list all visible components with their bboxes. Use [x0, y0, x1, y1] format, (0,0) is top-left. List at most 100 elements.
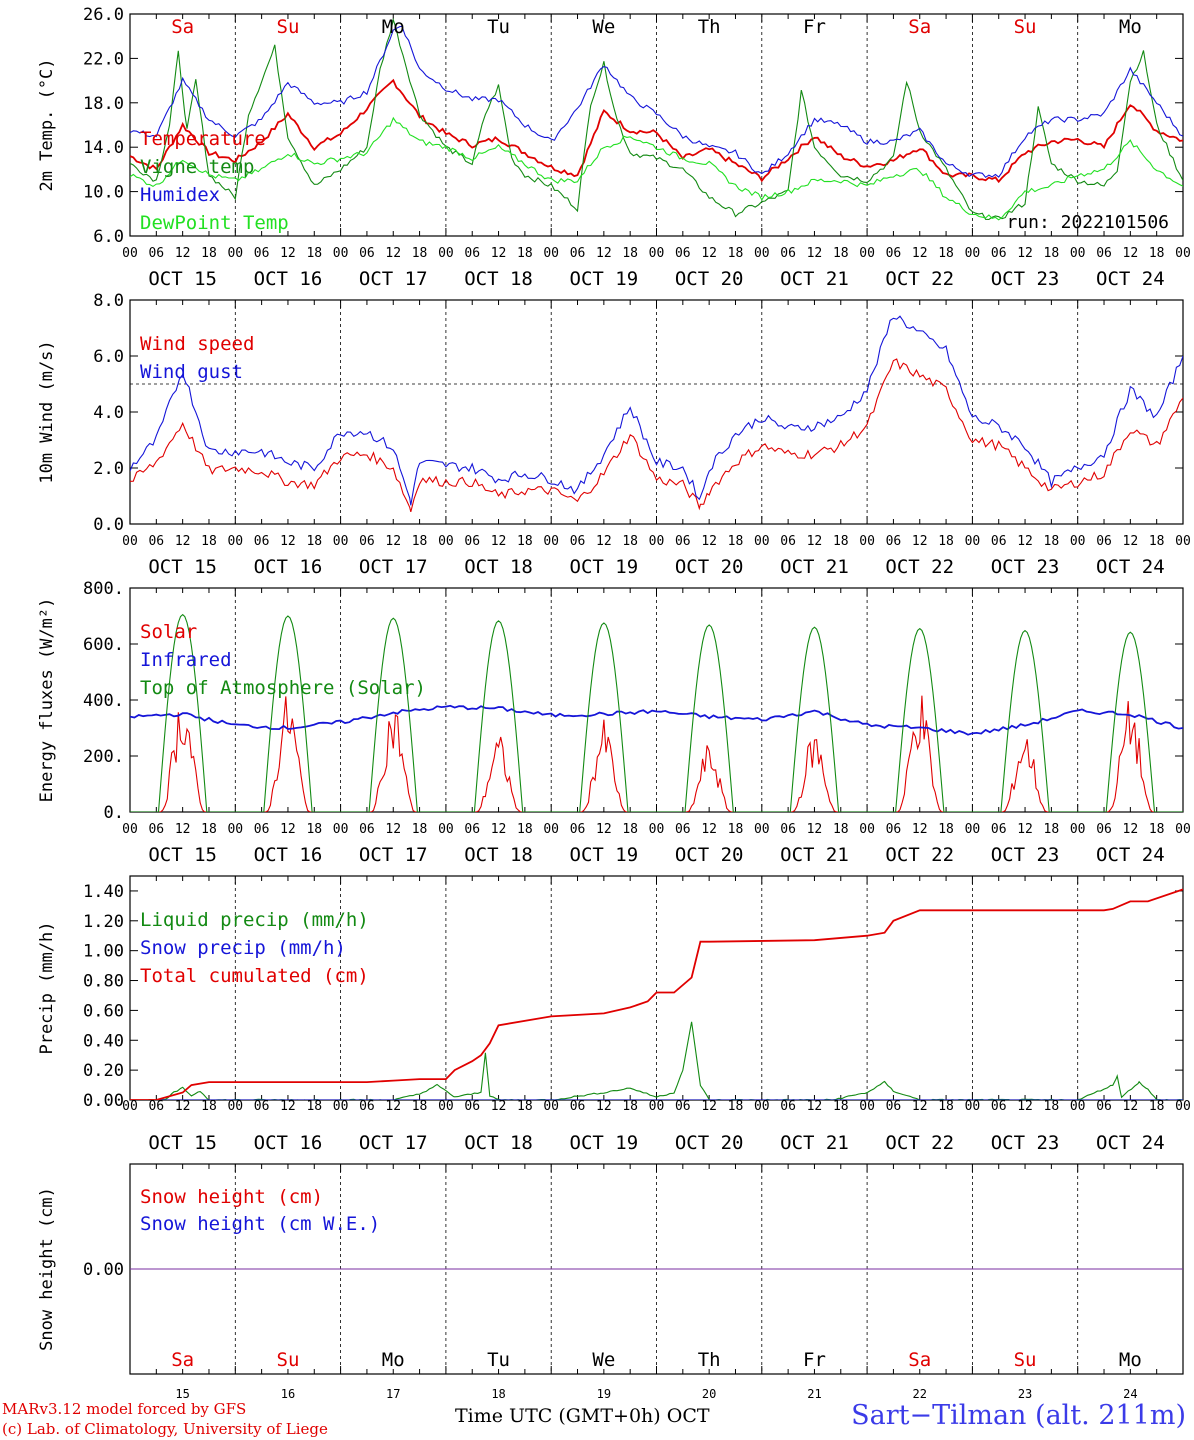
hour-label: 00	[333, 246, 349, 261]
date-label: OCT 20	[675, 556, 744, 578]
hour-label: 18	[1044, 534, 1060, 549]
date-label: OCT 22	[885, 268, 954, 290]
hour-label: 00	[754, 246, 770, 261]
hour-label: 18	[517, 822, 533, 837]
date-label: OCT 17	[359, 268, 428, 290]
y-tick-label: 0.0	[93, 515, 124, 535]
hour-label: 00	[543, 822, 559, 837]
y-tick-label: 2.0	[93, 459, 124, 479]
hour-label: 00	[122, 246, 138, 261]
hour-label: 12	[280, 822, 296, 837]
weekday-label: Fr	[803, 1349, 826, 1371]
hour-label: 18	[938, 822, 954, 837]
hour-label: 00	[1175, 822, 1191, 837]
hour-label: 06	[570, 822, 586, 837]
date-label: OCT 24	[1096, 556, 1165, 578]
hour-label: 00	[543, 1099, 559, 1114]
legend-entry: Snow height (cm)	[140, 1186, 323, 1208]
hour-label: 00	[227, 822, 243, 837]
date-label: OCT 15	[148, 1132, 217, 1154]
hour-label: 00	[438, 822, 454, 837]
y-tick-label: 14.0	[83, 138, 124, 158]
date-label: OCT 23	[991, 268, 1060, 290]
legend-entry: Infrared	[140, 649, 232, 671]
hour-label: 06	[1096, 1099, 1112, 1114]
hour-label: 06	[464, 534, 480, 549]
date-label: OCT 16	[254, 1132, 323, 1154]
weekday-label: Fr	[803, 16, 826, 38]
hour-label: 00	[859, 246, 875, 261]
hour-label: 18	[938, 246, 954, 261]
y-tick-label: 26.0	[83, 5, 124, 25]
hour-label: 12	[807, 822, 823, 837]
hour-label: 12	[491, 1099, 507, 1114]
hour-label: 18	[412, 822, 428, 837]
date-label: OCT 21	[780, 1132, 849, 1154]
hour-label: 06	[991, 534, 1007, 549]
hour-label: 12	[912, 1099, 928, 1114]
weekday-label: Sa	[171, 1349, 194, 1371]
legend-entry: DewPoint Temp	[140, 212, 289, 234]
series-line-liquid-precip-mm-h-	[130, 1021, 1183, 1100]
hour-label: 12	[491, 534, 507, 549]
hour-label: 12	[280, 246, 296, 261]
hour-label: 18	[201, 1099, 217, 1114]
model-credit: MARv3.12 model forced by GFS	[2, 1400, 247, 1418]
hour-label: 00	[122, 1099, 138, 1114]
date-label: OCT 21	[780, 844, 849, 866]
hour-label: 18	[201, 246, 217, 261]
hour-label: 06	[780, 1099, 796, 1114]
time-axis-title: Time UTC (GMT+0h)	[455, 1405, 661, 1427]
hour-label: 12	[912, 822, 928, 837]
legend-entry: Snow precip (mm/h)	[140, 937, 346, 959]
hour-label: 00	[333, 534, 349, 549]
y-axis-label: Snow height (cm)	[37, 1187, 57, 1351]
hour-label: 12	[1123, 1099, 1139, 1114]
y-tick-label: 0.20	[83, 1061, 124, 1081]
panel-precip: 0.00 0.20 0.40 0.60 0.80 1.00 1.20 1.40 Precip (…	[37, 875, 1191, 1154]
weekday-label: Su	[277, 1349, 300, 1371]
hour-label: 06	[254, 1099, 270, 1114]
hour-label: 06	[464, 1099, 480, 1114]
y-tick-label: 1.00	[83, 942, 124, 962]
hour-label: 06	[359, 822, 375, 837]
hour-label: 00	[227, 534, 243, 549]
hour-label: 06	[780, 534, 796, 549]
hour-label: 06	[886, 534, 902, 549]
month-label: OCT	[666, 1405, 710, 1427]
hour-label: 00	[227, 246, 243, 261]
hour-label: 12	[596, 822, 612, 837]
y-tick-label: 0.60	[83, 1001, 124, 1021]
weekday-label: Su	[277, 16, 300, 38]
day-number-label: 19	[597, 1387, 611, 1401]
day-number-label: 17	[386, 1387, 400, 1401]
location-label: Sart−Tilman (alt. 211m)	[851, 1400, 1186, 1431]
date-label: OCT 15	[148, 556, 217, 578]
weekday-label: Tu	[487, 16, 510, 38]
weekday-label: Th	[698, 1349, 721, 1371]
hour-label: 06	[886, 822, 902, 837]
hour-label: 06	[570, 1099, 586, 1114]
hour-label: 00	[649, 534, 665, 549]
hour-label: 00	[122, 822, 138, 837]
hour-label: 18	[728, 246, 744, 261]
date-label: OCT 21	[780, 268, 849, 290]
hour-label: 06	[675, 534, 691, 549]
hour-label: 06	[1096, 822, 1112, 837]
hour-label: 18	[728, 822, 744, 837]
series-line-vigne-temp	[130, 17, 1183, 221]
weekday-label: Mo	[1119, 1349, 1142, 1371]
hour-label: 12	[1123, 534, 1139, 549]
hour-label: 06	[254, 534, 270, 549]
weekday-label: Th	[698, 16, 721, 38]
hour-label: 00	[1070, 534, 1086, 549]
date-label: OCT 21	[780, 556, 849, 578]
y-tick-label: 6.0	[93, 227, 124, 247]
hour-label: 18	[728, 534, 744, 549]
hour-label: 18	[833, 822, 849, 837]
hour-label: 06	[148, 246, 164, 261]
hour-label: 18	[306, 246, 322, 261]
hour-label: 00	[438, 534, 454, 549]
hour-label: 00	[333, 1099, 349, 1114]
day-number-label: 15	[175, 1387, 189, 1401]
